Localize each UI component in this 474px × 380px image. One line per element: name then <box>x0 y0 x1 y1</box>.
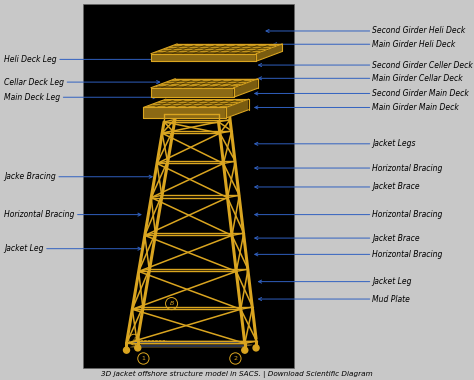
Text: Jacket Legs: Jacket Legs <box>255 139 416 148</box>
Text: 1: 1 <box>141 356 146 361</box>
Polygon shape <box>164 110 230 114</box>
Text: Main Deck Leg: Main Deck Leg <box>4 93 156 102</box>
Polygon shape <box>256 44 283 61</box>
Polygon shape <box>144 108 226 118</box>
Text: Mud Plate: Mud Plate <box>258 294 410 304</box>
Text: Horizontal Bracing: Horizontal Bracing <box>255 210 443 219</box>
Polygon shape <box>144 99 248 108</box>
Text: Cellar Deck Leg: Cellar Deck Leg <box>4 78 160 87</box>
Text: A: A <box>132 337 136 342</box>
Text: Horizontal Bracing: Horizontal Bracing <box>255 163 443 173</box>
Text: Second Girder Celler Deck: Second Girder Celler Deck <box>258 60 473 70</box>
Text: Main Girder Heli Deck: Main Girder Heli Deck <box>273 40 456 49</box>
Polygon shape <box>130 345 252 347</box>
Text: Jacket Brace: Jacket Brace <box>255 234 420 242</box>
Circle shape <box>253 345 259 351</box>
Polygon shape <box>151 54 256 61</box>
Text: B: B <box>169 301 173 306</box>
Text: Jacke Bracing: Jacke Bracing <box>4 172 152 181</box>
Text: Jacket Leg: Jacket Leg <box>4 244 141 253</box>
Text: Heli Deck Leg: Heli Deck Leg <box>4 55 164 64</box>
Text: 3D jacket offshore structure model in SACS. | Download Scientific Diagram: 3D jacket offshore structure model in SA… <box>101 371 373 378</box>
Text: Jacket Leg: Jacket Leg <box>258 277 412 286</box>
Text: Second Girder Heli Deck: Second Girder Heli Deck <box>266 27 466 35</box>
Polygon shape <box>151 79 258 88</box>
Text: Main Girder Main Deck: Main Girder Main Deck <box>255 103 459 112</box>
Polygon shape <box>151 88 234 97</box>
Text: Second Girder Main Deck: Second Girder Main Deck <box>255 89 469 98</box>
Text: 2: 2 <box>233 356 237 361</box>
Text: Main Girder Cellar Deck: Main Girder Cellar Deck <box>258 74 463 83</box>
Polygon shape <box>127 341 256 344</box>
Polygon shape <box>234 79 258 97</box>
Polygon shape <box>226 99 248 118</box>
Circle shape <box>242 347 248 353</box>
Bar <box>83 5 293 368</box>
Polygon shape <box>151 44 283 54</box>
Text: Jacket Brace: Jacket Brace <box>255 182 420 192</box>
Text: Horizontal Bracing: Horizontal Bracing <box>255 250 443 259</box>
Circle shape <box>124 347 129 353</box>
Text: Horizontal Bracing: Horizontal Bracing <box>4 210 141 219</box>
Circle shape <box>135 345 141 351</box>
